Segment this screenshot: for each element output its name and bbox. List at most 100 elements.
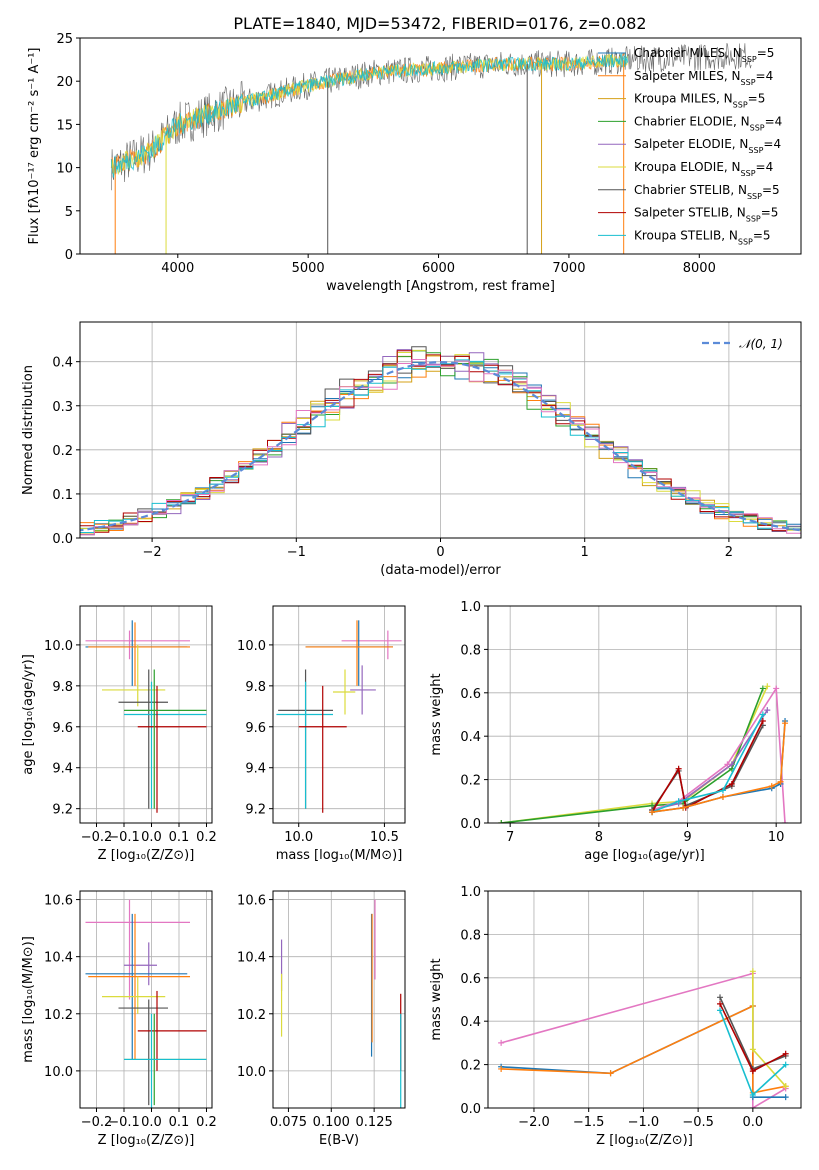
axes-frame (487, 605, 802, 824)
weight-marker (759, 711, 766, 718)
x-axis-label: mass [log₁₀(M/M⊙)] (276, 848, 403, 863)
y-tick-label: 0.8 (460, 928, 481, 943)
y-tick-label: 9.8 (52, 680, 73, 695)
x-tick-label: 0.100 (313, 1115, 350, 1130)
weight-line (651, 723, 786, 813)
y-axis-label: Flux [fλ10⁻¹⁷ erg cm⁻² s⁻¹ A⁻¹] (27, 48, 42, 245)
y-tick-label: 10.6 (44, 894, 73, 909)
x-tick-label: 6000 (422, 261, 455, 276)
x-axis-label: E(B-V) (319, 1133, 359, 1148)
weight-marker (680, 804, 687, 811)
y-tick-label: 9.8 (245, 680, 266, 695)
y-tick-label: 10.4 (44, 951, 73, 966)
y-tick-label: 9.6 (245, 721, 266, 736)
y-tick-label: 9.4 (245, 762, 266, 777)
weight-marker (717, 1000, 724, 1007)
x-tick-label: −0.1 (108, 830, 140, 845)
x-axis-label: Z [log₁₀(Z/Z⊙)] (98, 848, 195, 863)
axes-frame (79, 37, 802, 255)
axes-frame (79, 890, 213, 1109)
x-tick-label: 5000 (292, 261, 325, 276)
legend-label: Chabrier ELODIE, NSSP=4 (634, 114, 782, 131)
plot-area (85, 620, 207, 813)
weight-marker (759, 685, 766, 692)
y-tick-label: 20 (56, 75, 73, 90)
y-tick-label: 10.2 (237, 1008, 266, 1023)
y-tick-label: 10.0 (44, 1065, 73, 1080)
weight-marker (719, 787, 726, 794)
axes-frame (79, 321, 802, 539)
weight-marker (649, 809, 656, 816)
y-tick-label: 0.2 (52, 444, 73, 459)
y-tick-label: 0.0 (460, 817, 481, 832)
weight-marker (782, 1061, 789, 1068)
x-tick-label: 0.125 (356, 1115, 393, 1130)
y-tick-label: 10.0 (237, 639, 266, 654)
histogram-step (80, 359, 801, 536)
legend: Chabrier MILES, NSSP=5 Salpeter MILES, NS… (598, 46, 782, 246)
weight-marker (749, 1068, 756, 1075)
legend-label: Salpeter ELODIE, NSSP=4 (634, 137, 781, 155)
legend-label: Salpeter STELIB, NSSP=5 (634, 206, 778, 224)
panel-spectrum: 4000 5000 6000 7000 8000 0 5 10 15 20 25 wavelength… (27, 32, 802, 294)
x-tick-label: 7 (506, 830, 514, 845)
weight-marker (782, 1083, 789, 1090)
plot-area (80, 346, 801, 538)
x-tick-label: 10.0 (284, 830, 313, 845)
y-tick-label: 0.8 (460, 643, 481, 658)
y-axis-label: age [log₁₀(age/yr)] (21, 654, 36, 775)
x-axis-label: (data-model)/error (380, 563, 501, 578)
y-tick-label: 5 (65, 205, 73, 220)
y-tick-label: 10.0 (44, 639, 73, 654)
x-axis-label: Z [log₁₀(Z/Z⊙)] (596, 1133, 693, 1148)
x-tick-label: −1.0 (628, 1115, 660, 1130)
x-tick-label: 0.2 (196, 1115, 217, 1130)
spectrum-line (110, 52, 628, 178)
y-tick-label: 10.0 (237, 1065, 266, 1080)
y-tick-label: 0.1 (52, 488, 73, 503)
weight-marker (498, 1039, 505, 1046)
x-tick-label: −0.5 (682, 1115, 714, 1130)
y-tick-label: 0.2 (460, 1059, 481, 1074)
y-tick-label: 9.4 (52, 762, 73, 777)
weight-line (651, 686, 786, 823)
weight-marker (498, 820, 505, 823)
y-tick-label: 9.2 (52, 803, 73, 818)
weight-marker (498, 1065, 505, 1072)
x-tick-label: 0.1 (169, 830, 190, 845)
x-tick-label: 0.0 (141, 1115, 162, 1130)
spectrum-line (110, 53, 628, 175)
x-tick-label: −0.1 (108, 1115, 140, 1130)
panel-residuals: −2 −1 0 1 2 0.0 0.1 0.2 0.3 0.4 (data-model)/error… (21, 321, 802, 578)
axes-frame (272, 605, 406, 824)
figure-title: PLATE=1840, MJD=53472, FIBERID=0176, z=0… (233, 14, 646, 33)
x-tick-label: 8000 (683, 261, 716, 276)
y-tick-label: 1.0 (460, 885, 481, 900)
plot-area (280, 899, 402, 1108)
panel-mass_vs_Z: −0.2−0.1 0.0 0.1 0.2 10.0 10.2 10.4 10.6 Z [log₁… (21, 890, 217, 1148)
x-tick-label: −1.5 (573, 1115, 605, 1130)
legend-label: Salpeter MILES, NSSP=4 (634, 69, 773, 87)
y-tick-label: 0.4 (52, 356, 73, 371)
y-axis-label: mass weight (429, 958, 444, 1040)
x-axis-label: age [log₁₀(age/yr)] (584, 848, 705, 863)
legend-label: Chabrier STELIB, NSSP=5 (634, 183, 780, 201)
x-tick-label: 10.5 (370, 830, 399, 845)
weight-marker (782, 1050, 789, 1057)
x-tick-label: 0.1 (169, 1115, 190, 1130)
x-tick-label: 10 (768, 830, 785, 845)
y-tick-label: 0.4 (460, 730, 481, 745)
plot-area (276, 620, 402, 813)
x-axis-label: Z [log₁₀(Z/Z⊙)] (98, 1133, 195, 1148)
y-tick-label: 0 (65, 248, 73, 263)
y-tick-label: 0.6 (460, 687, 481, 702)
x-tick-label: 0 (436, 545, 444, 560)
weight-marker (759, 718, 766, 725)
weight-line (501, 688, 764, 823)
weight-marker (764, 683, 771, 690)
y-tick-label: 10.2 (44, 1008, 73, 1023)
x-axis-label: wavelength [Angstrom, rest frame] (326, 279, 555, 294)
y-tick-label: 0.6 (460, 972, 481, 987)
y-tick-label: 0.0 (52, 532, 73, 547)
